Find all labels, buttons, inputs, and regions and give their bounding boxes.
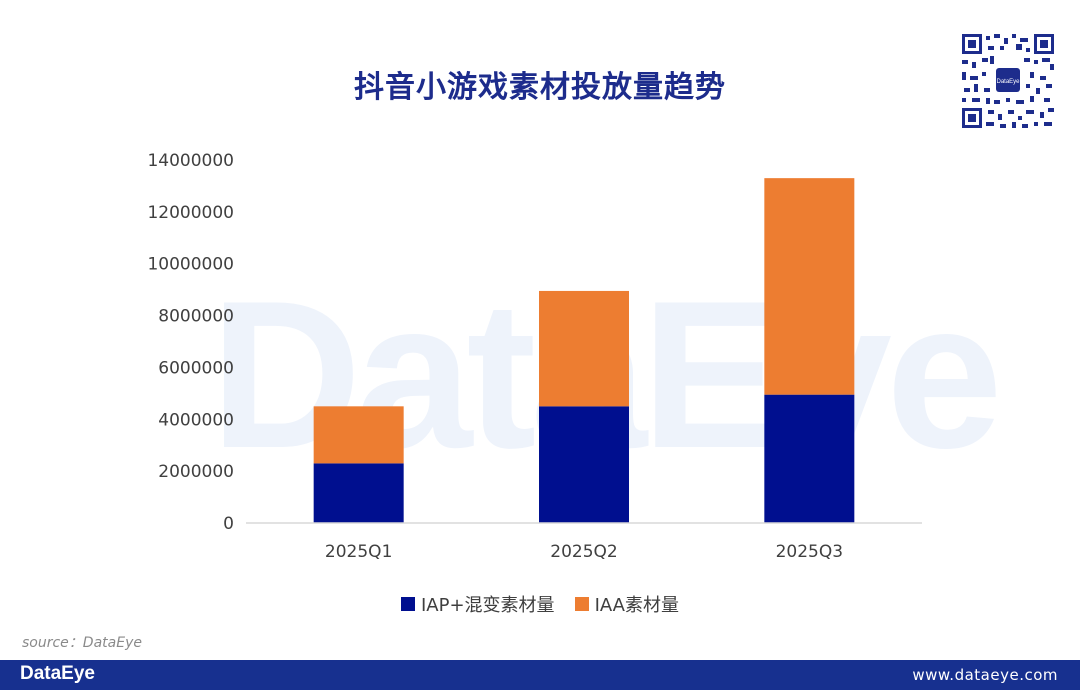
y-tick-label: 4000000 (158, 410, 234, 430)
legend-item-iaa: IAA素材量 (574, 591, 679, 617)
legend-label-iap: IAP+混变素材量 (421, 595, 555, 616)
legend: IAP+混变素材量 IAA素材量 (0, 591, 1080, 617)
bar-2025Q1-series-0 (313, 463, 404, 523)
legend-label-iaa: IAA素材量 (594, 595, 679, 616)
qr-code-icon: DataEye (960, 32, 1056, 130)
stacked-bar-chart: 0 2000000 4000000 6000000 8000000 10000000 120… (147, 151, 922, 562)
y-tick-label: 0 (223, 514, 234, 534)
y-tick-label: 12000000 (147, 203, 234, 223)
y-tick-label: 10000000 (147, 255, 234, 275)
x-tick-label: 2025Q2 (550, 542, 617, 562)
y-tick-label: 14000000 (147, 151, 234, 171)
legend-item-iap: IAP+混变素材量 (401, 591, 555, 617)
bars (313, 178, 855, 523)
y-tick-label: 6000000 (158, 358, 234, 378)
x-tick-label: 2025Q1 (325, 542, 392, 562)
bar-2025Q3-series-1 (764, 178, 855, 395)
y-tick-label: 8000000 (158, 307, 234, 327)
chart-title: 抖音小游戏素材投放量趋势 (354, 70, 726, 105)
footer-bar: DataEye www.dataeye.com (0, 660, 1080, 690)
source-note: source：DataEye (22, 635, 142, 651)
bar-2025Q1-series-1 (313, 406, 404, 464)
y-tick-label: 2000000 (158, 462, 234, 482)
x-axis: 2025Q1 2025Q2 2025Q3 (325, 542, 843, 562)
footer-logo: DataEye (20, 663, 95, 684)
bar-2025Q3-series-0 (764, 394, 855, 523)
qr-center-label: DataEye (996, 79, 1020, 85)
legend-swatch-iaa (574, 597, 589, 611)
footer-url: www.dataeye.com (912, 666, 1058, 684)
y-axis: 0 2000000 4000000 6000000 8000000 10000000 120… (147, 151, 234, 534)
bar-2025Q2-series-0 (539, 406, 629, 523)
x-tick-label: 2025Q3 (776, 542, 843, 562)
bar-2025Q2-series-1 (539, 290, 629, 407)
legend-swatch-iap (401, 597, 415, 611)
